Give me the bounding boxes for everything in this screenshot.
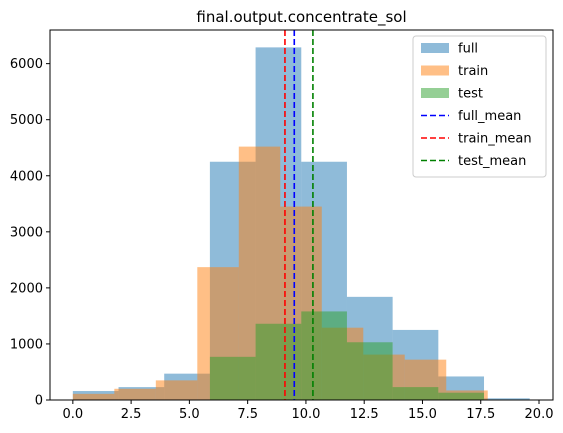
legend-label-full-mean: full_mean <box>458 109 521 124</box>
x-tick-label: 15.0 <box>408 407 437 422</box>
legend-swatch-full <box>421 43 449 53</box>
train-bar-2 <box>155 380 198 400</box>
mean-lines-layer <box>284 30 314 400</box>
test-bar-2 <box>301 311 347 400</box>
x-tick-label: 0.0 <box>62 407 83 422</box>
y-tick-label: 3000 <box>10 225 43 240</box>
x-tick-label: 7.5 <box>237 407 258 422</box>
legend: full train test full_mean train_mean test_mea… <box>412 35 547 178</box>
legend-label-train-mean: train_mean <box>458 132 532 147</box>
y-tick-label: 4000 <box>10 169 43 184</box>
x-tick-label: 5.0 <box>179 407 200 422</box>
x-tick-label: 17.5 <box>466 407 495 422</box>
axis-ticks: 0.0 2.5 5.0 7.5 10.0 12.5 15.0 17.5 20.0 0 1000 200… <box>10 57 554 422</box>
legend-label-full: full <box>458 42 478 57</box>
train-bar-1 <box>114 388 156 400</box>
legend-swatch-train <box>421 65 449 76</box>
test-bar-1 <box>255 323 302 400</box>
x-tick-label: 2.5 <box>121 407 142 422</box>
legend-label-train: train <box>458 64 488 79</box>
x-tick-label: 12.5 <box>350 407 379 422</box>
test-bar-0 <box>209 356 256 400</box>
train-bar-0 <box>72 393 115 400</box>
x-tick-label: 10.0 <box>291 407 320 422</box>
test-bar-5 <box>438 392 485 400</box>
test-bar-3 <box>346 342 393 400</box>
legend-label-test: test <box>458 87 483 102</box>
full-bar-9 <box>484 398 530 400</box>
legend-swatch-test <box>421 88 449 98</box>
plot-frame <box>49 29 554 401</box>
chart-title: final.output.concentrate_sol <box>196 8 406 27</box>
x-tick-label: 20.0 <box>525 407 554 422</box>
y-tick-label: 6000 <box>10 57 43 72</box>
y-tick-label: 1000 <box>10 337 43 352</box>
y-tick-label: 2000 <box>10 281 43 296</box>
legend-label-test-mean: test_mean <box>458 154 526 169</box>
test-bar-4 <box>392 387 439 400</box>
y-tick-label: 0 <box>35 394 43 409</box>
y-tick-label: 5000 <box>10 113 43 128</box>
